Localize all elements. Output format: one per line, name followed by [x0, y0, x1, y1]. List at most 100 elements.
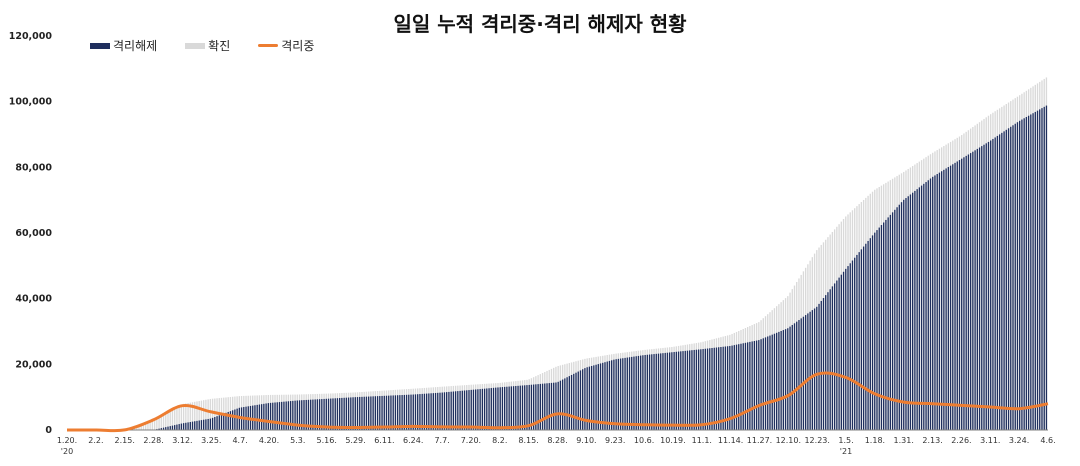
released-bar — [994, 137, 996, 430]
released-bar — [437, 392, 439, 430]
released-bar — [635, 356, 637, 430]
released-bar — [394, 395, 397, 430]
x-year-label: '20 — [61, 447, 73, 456]
released-bar — [755, 340, 758, 430]
released-bar — [330, 398, 332, 430]
released-bar — [972, 151, 974, 430]
released-bar — [267, 403, 269, 430]
released-bar — [423, 393, 426, 430]
released-bar — [486, 388, 488, 430]
released-bar — [160, 428, 162, 430]
y-tick-label: 40,000 — [15, 294, 52, 305]
released-bar — [564, 378, 566, 430]
x-tick-label: 3.24. — [1009, 436, 1029, 445]
released-bar — [392, 395, 394, 430]
released-bar — [1041, 108, 1043, 431]
released-bar — [854, 257, 856, 430]
released-bar — [352, 397, 354, 430]
confirmed-bar — [160, 415, 162, 430]
released-bar — [381, 395, 383, 430]
released-bar — [519, 385, 521, 430]
chart-title: 일일 누적 격리중·격리 해제자 현황 — [393, 12, 687, 36]
released-bar — [697, 349, 700, 430]
released-bar — [517, 385, 519, 430]
released-bar — [390, 395, 392, 430]
released-bar — [644, 354, 646, 430]
released-bar — [305, 399, 307, 430]
released-bar — [443, 392, 446, 430]
released-bar — [916, 189, 918, 430]
released-bar — [787, 328, 789, 430]
released-bar — [646, 354, 649, 430]
released-bar — [597, 364, 599, 430]
released-bar — [831, 286, 834, 430]
released-bar — [450, 391, 452, 430]
released-bar — [214, 417, 216, 430]
released-bar — [985, 143, 987, 430]
released-bar — [307, 399, 310, 430]
released-bar — [847, 266, 849, 430]
released-bar — [530, 384, 533, 430]
x-tick-label: 12.23. — [804, 436, 829, 445]
released-bar — [417, 394, 419, 430]
released-bar — [194, 421, 196, 430]
released-bar — [218, 415, 220, 430]
released-bar — [704, 348, 706, 430]
released-bar — [693, 349, 695, 430]
released-bar — [849, 263, 851, 430]
released-bar — [932, 176, 934, 430]
released-bar — [780, 330, 782, 430]
released-bar — [414, 394, 417, 430]
released-bar — [225, 412, 227, 430]
released-bar — [448, 391, 450, 430]
released-bar — [1034, 111, 1036, 431]
confirmed-bar — [158, 416, 160, 430]
released-bar — [934, 175, 936, 430]
released-bar — [602, 362, 604, 430]
released-bar — [466, 390, 468, 430]
confirmed-bar — [185, 403, 187, 430]
released-bar — [557, 381, 559, 430]
released-bar — [501, 387, 504, 430]
released-bar — [189, 422, 191, 430]
released-bar — [912, 192, 914, 430]
released-bar — [938, 172, 941, 430]
released-bar — [889, 214, 892, 430]
released-bar — [709, 348, 711, 430]
isolated-line — [67, 371, 1049, 433]
released-bar — [430, 393, 432, 430]
y-tick-label: 0 — [45, 425, 52, 436]
released-bar — [452, 391, 455, 430]
released-bar — [365, 396, 368, 430]
released-bar — [399, 395, 401, 430]
released-bar — [439, 392, 441, 430]
released-bar — [969, 153, 972, 430]
x-tick-label: 12.10. — [776, 436, 801, 445]
released-bar — [350, 397, 352, 430]
released-bar — [773, 333, 776, 430]
released-bar — [619, 358, 622, 430]
legend-label-released: 격리해제 — [113, 39, 158, 53]
x-tick-label: 8.15. — [518, 436, 538, 445]
released-bar — [203, 419, 205, 430]
released-bar — [624, 357, 626, 430]
released-bar — [1039, 109, 1041, 430]
released-bar — [778, 331, 780, 430]
released-bar — [1043, 106, 1045, 430]
released-bar — [1007, 128, 1010, 430]
released-bar — [454, 391, 457, 430]
confirmed-bar — [167, 411, 169, 430]
released-bar — [789, 326, 791, 430]
released-bar — [363, 396, 365, 430]
confirmed-bar — [171, 409, 174, 430]
released-bar — [608, 360, 611, 430]
released-bar — [793, 323, 796, 430]
released-bar — [637, 355, 640, 430]
released-bar — [401, 395, 403, 430]
released-bar — [1010, 126, 1012, 430]
released-bar — [477, 389, 479, 430]
x-tick-label: 4.20. — [259, 436, 279, 445]
x-tick-label: 3.25. — [201, 436, 221, 445]
released-bar — [566, 377, 568, 430]
confirmed-bar — [191, 402, 194, 430]
